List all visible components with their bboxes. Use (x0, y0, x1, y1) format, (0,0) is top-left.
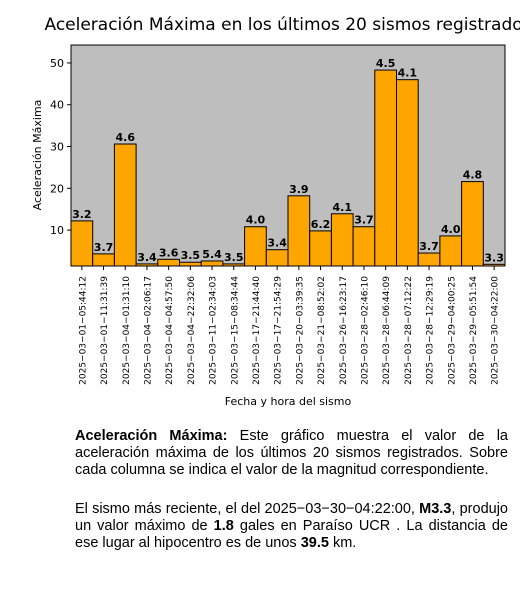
bar (461, 181, 484, 267)
magnitude-label: 4.1 (333, 201, 353, 214)
bar (157, 258, 181, 267)
bar (396, 79, 419, 267)
bar (200, 260, 224, 267)
magnitude-label: 3.7 (354, 214, 374, 227)
bar (179, 261, 202, 267)
magnitude-label: 3.7 (419, 240, 439, 253)
bar (244, 226, 267, 267)
x-tick-label: 2025−03−01−05:44:12 (78, 276, 88, 385)
x-tick-label: 2025−03−01−11:31:39 (100, 276, 110, 385)
bar (70, 220, 94, 267)
y-tick-label: 50 (50, 57, 64, 70)
magnitude-label: 3.3 (484, 251, 504, 264)
magnitude-label: 4.0 (246, 214, 266, 227)
magnitude-label: 3.6 (159, 246, 179, 259)
magnitude-label: 5.4 (202, 248, 222, 261)
magnitude-label: 4.1 (398, 67, 418, 80)
magnitude-label: 3.4 (137, 251, 157, 264)
bar (482, 263, 506, 267)
magnitude-label: 3.7 (94, 241, 114, 254)
bar (113, 143, 137, 267)
x-tick-label: 2025−03−21−08:52:02 (317, 276, 327, 385)
bold-text: M3.3 (419, 501, 452, 517)
x-tick-label: 2025−03−04−22:32:06 (187, 276, 197, 385)
magnitude-label: 6.2 (311, 218, 331, 231)
text: Este gráfico muestra el valor de la acel… (75, 428, 508, 478)
x-tick-label: 2025−03−20−03:39:35 (295, 276, 305, 385)
y-tick-label: 30 (50, 141, 64, 154)
paragraph: El sismo más reciente, el del 2025−03−30… (75, 501, 508, 552)
x-tick-label: 2025−03−28−02:46:10 (360, 276, 370, 385)
text: , produjo un valor máximo de (75, 501, 508, 534)
bold-text: 39.5 (300, 535, 329, 551)
bar (439, 235, 463, 267)
magnitude-label: 3.5 (224, 251, 244, 264)
x-tick-label: 2025−03−04−01:31:10 (122, 276, 132, 385)
bar (92, 253, 115, 267)
y-axis-label: Aceleración Máxima (31, 100, 44, 211)
bar (417, 252, 441, 267)
chart: Aceleración Máxima en los últimos 20 sis… (31, 15, 520, 408)
bold-text: Aceleración Máxima: (75, 428, 228, 444)
bar (135, 263, 159, 267)
x-tick-label: 2025−03−15−08:34:44 (230, 276, 240, 385)
magnitude-label: 3.5 (181, 249, 201, 262)
text: km. (328, 535, 357, 551)
y-tick-label: 10 (50, 224, 64, 237)
bar (330, 213, 354, 267)
text: gales en Paraíso UCR . La distancia de e… (75, 518, 508, 551)
y-tick-label: 20 (50, 182, 64, 195)
x-tick-label: 2025−03−04−02:06:17 (143, 276, 153, 385)
bar (352, 226, 376, 267)
x-tick-label: 2025−03−28−07:12:22 (404, 276, 414, 385)
x-tick-label: 2025−03−11−02:34:03 (209, 276, 219, 385)
x-tick-label: 2025−03−04−04:57:50 (165, 276, 175, 385)
magnitude-label: 3.2 (72, 208, 92, 221)
chart-title: Aceleración Máxima en los últimos 20 sis… (44, 15, 520, 35)
bar (374, 69, 397, 267)
x-tick-label: 2025−03−28−12:29:19 (426, 276, 436, 385)
bar (222, 263, 246, 267)
x-tick-label: 2025−03−29−04:00:25 (447, 276, 457, 385)
paragraph: Aceleración Máxima: Este gráfico muestra… (75, 428, 508, 479)
bold-text: 1.8 (213, 518, 234, 534)
x-tick-label: 2025−03−17−21:54:29 (274, 276, 284, 385)
magnitude-label: 3.4 (267, 237, 287, 250)
x-tick-label: 2025−03−28−06:44:09 (382, 276, 392, 385)
x-tick-label: 2025−03−17−21:44:40 (252, 276, 262, 385)
magnitude-label: 3.9 (289, 183, 309, 196)
bar (287, 195, 311, 267)
magnitude-label: 4.6 (116, 131, 136, 144)
x-tick-label: 2025−03−29−05:51:54 (469, 276, 479, 385)
y-tick-label: 40 (50, 99, 64, 112)
x-axis-label: Fecha y hora del sismo (225, 395, 352, 408)
x-tick-label: 2025−03−26−16:23:17 (339, 276, 349, 385)
text: El sismo más reciente, el del 2025−03−30… (75, 501, 420, 517)
bar (265, 249, 289, 267)
magnitude-label: 4.0 (441, 223, 461, 236)
magnitude-label: 4.8 (463, 169, 483, 182)
bar (309, 230, 332, 267)
x-tick-label: 2025−03−30−04:22:00 (491, 276, 501, 385)
magnitude-label: 4.5 (376, 57, 396, 70)
